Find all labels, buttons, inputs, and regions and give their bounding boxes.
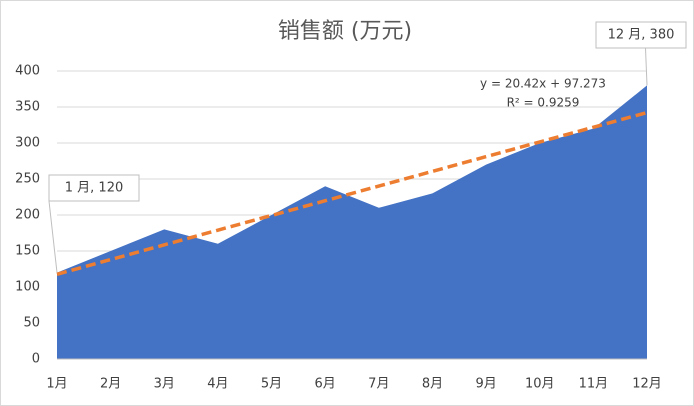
x-tick-label: 4月 — [207, 377, 228, 392]
x-tick-label: 1月 — [46, 377, 67, 392]
y-tick-label: 300 — [15, 136, 40, 151]
trendline-r2: R² = 0.9259 — [507, 96, 580, 110]
y-tick-label: 400 — [15, 64, 40, 79]
y-tick-label: 350 — [15, 100, 40, 115]
data-label: 1 月, 120 — [65, 181, 123, 196]
y-tick-label: 150 — [15, 244, 40, 259]
x-tick-label: 3月 — [154, 377, 175, 392]
x-tick-label: 8月 — [422, 377, 443, 392]
x-tick-label: 5月 — [261, 377, 282, 392]
callout-box — [48, 174, 140, 202]
y-tick-label: 0 — [32, 352, 40, 367]
x-tick-label: 11月 — [579, 377, 609, 392]
y-tick-label: 50 — [23, 316, 40, 331]
x-tick-label: 7月 — [368, 377, 389, 392]
trendline-equation: y = 20.42x + 97.273 — [480, 77, 606, 91]
y-tick-label: 100 — [15, 280, 40, 295]
trendline — [56, 110, 648, 276]
x-tick-label: 10月 — [525, 377, 555, 392]
callout-box — [595, 21, 687, 49]
callout-leader — [645, 47, 648, 86]
area — [57, 85, 647, 360]
x-tick-label: 2月 — [100, 377, 121, 392]
x-tick-label: 6月 — [315, 377, 336, 392]
x-tick-label: 12月 — [632, 377, 662, 392]
callout-leader — [48, 200, 58, 273]
data-label: 12 月, 380 — [608, 28, 675, 43]
chart-title: 销售额 (万元) — [278, 19, 412, 44]
x-tick-label: 9月 — [475, 377, 496, 392]
y-tick-label: 250 — [15, 172, 40, 187]
y-tick-label: 200 — [15, 208, 40, 223]
